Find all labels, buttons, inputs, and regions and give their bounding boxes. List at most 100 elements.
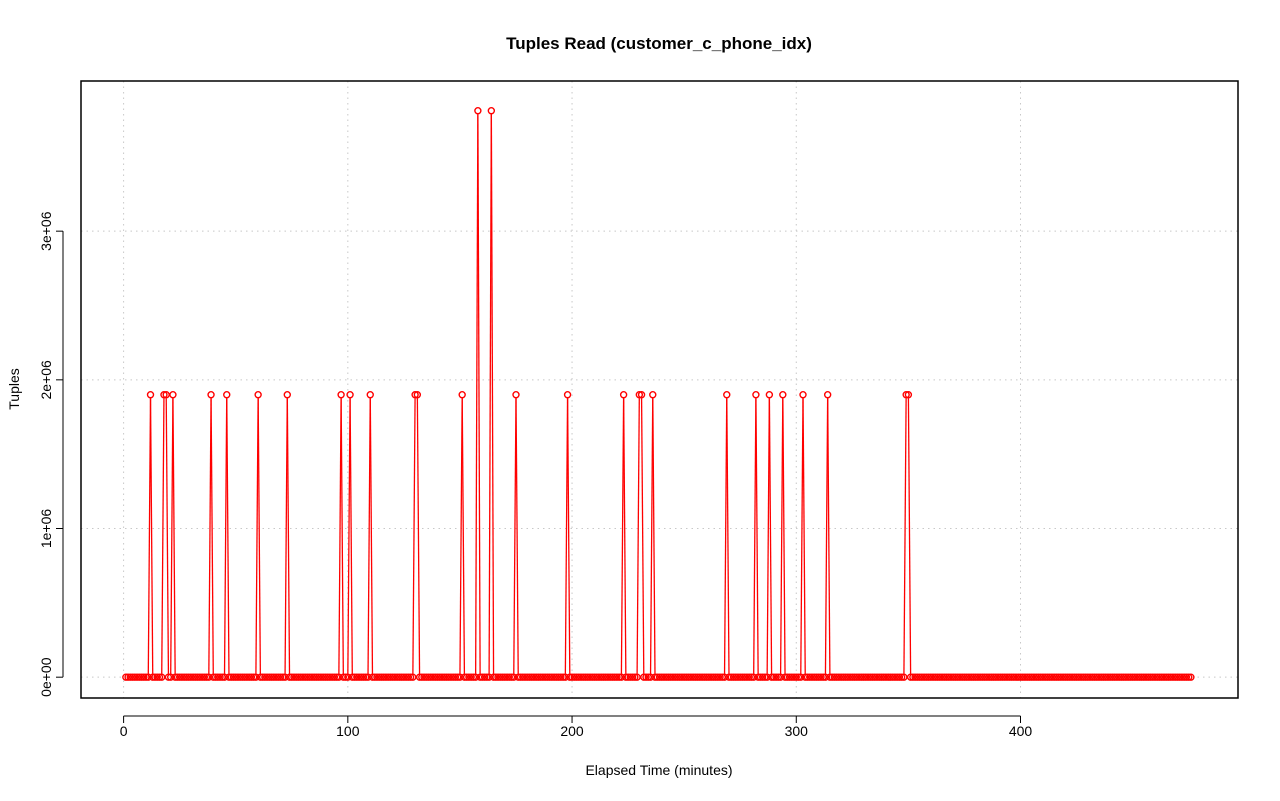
data-point bbox=[418, 673, 426, 681]
data-point bbox=[1095, 673, 1103, 681]
data-point bbox=[433, 673, 442, 681]
data-point bbox=[171, 673, 179, 681]
data-point bbox=[716, 673, 724, 681]
series-line-segment bbox=[210, 398, 214, 674]
data-point bbox=[232, 673, 240, 681]
data-point bbox=[516, 673, 525, 681]
data-point bbox=[848, 673, 857, 681]
data-point bbox=[1054, 673, 1063, 681]
data-point bbox=[1180, 673, 1188, 681]
data-point bbox=[850, 673, 859, 681]
data-point bbox=[859, 673, 868, 681]
data-point bbox=[819, 673, 827, 681]
data-point bbox=[772, 673, 780, 681]
data-point bbox=[846, 673, 854, 681]
data-point bbox=[196, 673, 204, 681]
data-point bbox=[543, 673, 552, 681]
data-point bbox=[218, 673, 226, 681]
data-point bbox=[420, 673, 428, 681]
data-point bbox=[631, 673, 639, 681]
data-point bbox=[900, 673, 908, 681]
data-point bbox=[561, 673, 570, 681]
data-point bbox=[440, 673, 448, 681]
data-point bbox=[920, 673, 928, 681]
data-point bbox=[707, 673, 715, 681]
data-point bbox=[494, 673, 502, 681]
data-point bbox=[1178, 673, 1186, 681]
series-line-segment bbox=[284, 398, 288, 674]
data-point bbox=[364, 673, 372, 681]
data-point bbox=[483, 673, 491, 681]
data-point bbox=[893, 673, 901, 681]
data-point bbox=[523, 673, 531, 681]
data-point bbox=[788, 673, 796, 681]
data-point bbox=[375, 673, 383, 681]
data-point bbox=[243, 673, 251, 681]
data-point bbox=[806, 673, 814, 681]
data-point bbox=[442, 673, 451, 681]
data-point bbox=[1167, 673, 1175, 681]
series-line-segment bbox=[477, 114, 481, 674]
data-point bbox=[747, 673, 756, 681]
x-tick-label: 100 bbox=[336, 723, 360, 739]
data-point bbox=[651, 673, 659, 681]
data-point bbox=[976, 673, 984, 681]
data-point bbox=[653, 673, 661, 681]
data-point bbox=[646, 673, 655, 681]
data-point bbox=[458, 391, 466, 399]
data-point bbox=[812, 673, 821, 681]
data-point bbox=[1164, 673, 1173, 681]
data-point bbox=[330, 673, 339, 681]
data-point bbox=[124, 673, 132, 681]
data-point bbox=[649, 391, 657, 399]
data-point bbox=[357, 673, 365, 681]
data-point bbox=[563, 391, 572, 399]
data-point bbox=[635, 391, 644, 399]
data-point bbox=[1088, 673, 1096, 681]
data-point bbox=[826, 673, 834, 681]
data-point bbox=[487, 107, 496, 115]
data-point bbox=[1084, 673, 1092, 681]
data-point bbox=[205, 673, 213, 681]
y-axis-label: Tuples bbox=[6, 368, 22, 410]
data-point bbox=[570, 673, 578, 681]
data-point bbox=[247, 673, 256, 681]
data-point bbox=[485, 673, 493, 681]
data-point bbox=[460, 673, 469, 681]
data-point bbox=[337, 391, 345, 399]
data-point bbox=[510, 673, 518, 681]
data-point bbox=[922, 673, 931, 681]
data-point bbox=[501, 673, 509, 681]
data-point bbox=[371, 673, 379, 681]
data-point bbox=[969, 673, 978, 681]
data-point bbox=[1102, 673, 1110, 681]
data-point bbox=[131, 673, 139, 681]
data-point bbox=[913, 673, 922, 681]
data-point bbox=[436, 673, 444, 681]
data-point bbox=[184, 673, 193, 681]
data-point bbox=[1007, 673, 1016, 681]
data-point bbox=[891, 673, 899, 681]
data-point bbox=[828, 673, 836, 681]
data-point bbox=[424, 673, 433, 681]
data-point bbox=[512, 391, 520, 399]
data-point bbox=[711, 673, 720, 681]
data-point bbox=[256, 673, 265, 681]
data-point bbox=[823, 391, 832, 399]
data-point bbox=[931, 673, 939, 681]
data-point bbox=[792, 673, 800, 681]
data-point bbox=[391, 673, 399, 681]
data-point bbox=[178, 673, 186, 681]
data-point bbox=[267, 673, 276, 681]
data-point bbox=[429, 673, 437, 681]
data-point bbox=[610, 673, 619, 681]
data-point bbox=[467, 673, 475, 681]
data-point bbox=[1155, 673, 1164, 681]
data-point bbox=[776, 673, 785, 681]
chart-title: Tuples Read (customer_c_phone_idx) bbox=[506, 34, 812, 53]
data-point bbox=[368, 673, 377, 681]
data-point bbox=[1126, 673, 1135, 681]
data-point bbox=[837, 673, 845, 681]
data-point bbox=[929, 673, 937, 681]
